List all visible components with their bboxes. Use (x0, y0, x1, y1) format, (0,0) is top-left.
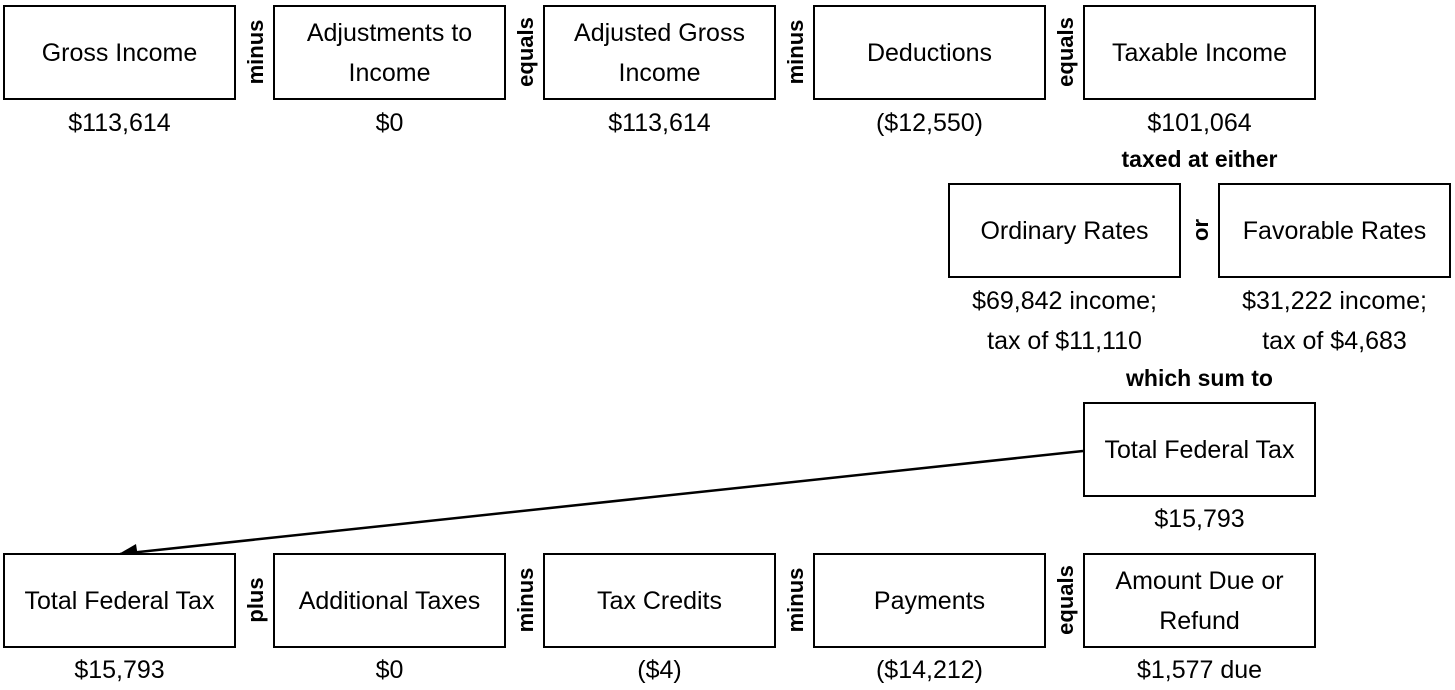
taxed-at-either-note: taxed at either (1121, 146, 1278, 172)
op-minus-4: minus (783, 567, 808, 633)
total-federal-tax-label: Total Federal Tax (1104, 435, 1295, 464)
ordinary-rates-box: Ordinary Rates (948, 183, 1181, 278)
bottom-total-federal-tax-value: $15,793 (74, 656, 165, 684)
tax-credits-box: Tax Credits (543, 553, 776, 648)
total-federal-tax-box: Total Federal Tax (1083, 402, 1316, 497)
additional-taxes-label: Additional Taxes (298, 586, 481, 615)
gross-income-value: $113,614 (68, 109, 171, 137)
additional-taxes-box: Additional Taxes (273, 553, 506, 648)
agi-value: $113,614 (608, 109, 711, 137)
amount-due-box: Amount Due or Refund (1083, 553, 1316, 648)
amount-due-value: $1,577 due (1136, 656, 1263, 684)
amount-due-label: Amount Due or Refund (1115, 566, 1284, 635)
ordinary-rates-label: Ordinary Rates (980, 216, 1149, 245)
favorable-rates-income: $31,222 income; (1242, 287, 1427, 315)
adjustments-label: Adjustments to Income (306, 18, 473, 87)
favorable-rates-box: Favorable Rates (1218, 183, 1451, 278)
ordinary-rates-tax: tax of $11,110 (987, 327, 1142, 355)
payments-value: ($14,212) (875, 656, 984, 684)
payments-box: Payments (813, 553, 1046, 648)
deductions-box: Deductions (813, 5, 1046, 100)
deductions-label: Deductions (866, 38, 993, 67)
payments-label: Payments (873, 586, 986, 615)
bottom-total-federal-tax-label: Total Federal Tax (24, 586, 215, 615)
op-equals-3: equals (1053, 565, 1078, 635)
agi-label: Adjusted Gross Income (574, 18, 745, 87)
tax-credits-value: ($4) (637, 656, 682, 684)
taxable-income-label: Taxable Income (1111, 38, 1288, 67)
bottom-total-federal-tax-box: Total Federal Tax (3, 553, 236, 648)
arrow-line (119, 449, 1084, 558)
agi-box: Adjusted Gross Income (543, 5, 776, 100)
adjustments-box: Adjustments to Income (273, 5, 506, 100)
gross-income-box: Gross Income (3, 5, 236, 100)
total-federal-tax-value: $15,793 (1154, 505, 1245, 533)
favorable-rates-tax: tax of $4,683 (1262, 327, 1407, 355)
gross-income-label: Gross Income (41, 38, 198, 67)
taxable-income-value: $101,064 (1147, 109, 1252, 137)
deductions-value: ($12,550) (875, 109, 984, 137)
tax-credits-label: Tax Credits (596, 586, 723, 615)
ordinary-rates-income: $69,842 income; (972, 287, 1157, 315)
favorable-rates-label: Favorable Rates (1242, 216, 1427, 245)
taxable-income-box: Taxable Income (1083, 5, 1316, 100)
adjustments-value: $0 (375, 109, 404, 137)
op-minus-3: minus (513, 567, 538, 633)
op-plus: plus (243, 577, 268, 623)
which-sum-to-note: which sum to (1126, 365, 1273, 391)
additional-taxes-value: $0 (375, 656, 404, 684)
